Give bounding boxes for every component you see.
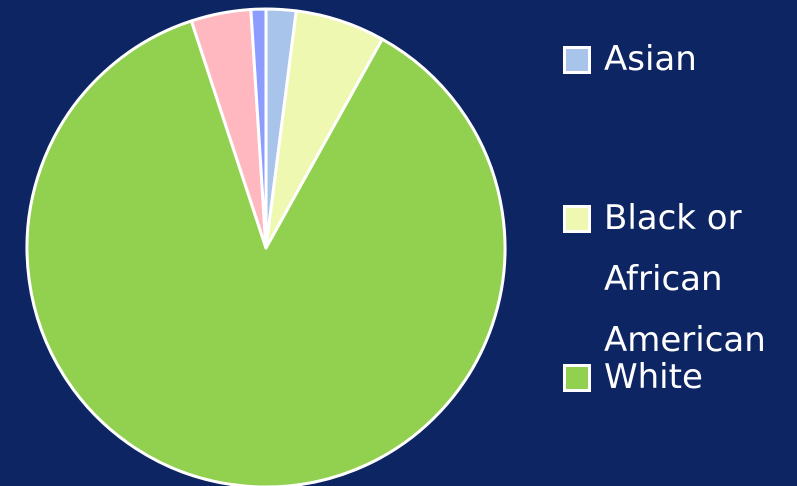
legend-label-black-or-african-american: Black or African American xyxy=(604,198,766,360)
legend-label-white: White xyxy=(604,357,703,397)
legend-swatch-asian xyxy=(563,46,591,74)
legend-swatch-white xyxy=(563,364,591,392)
legend-swatch-black-or-african-american xyxy=(563,205,591,233)
legend-label-asian: Asian xyxy=(604,39,697,79)
pie-slice-4 xyxy=(249,7,268,250)
